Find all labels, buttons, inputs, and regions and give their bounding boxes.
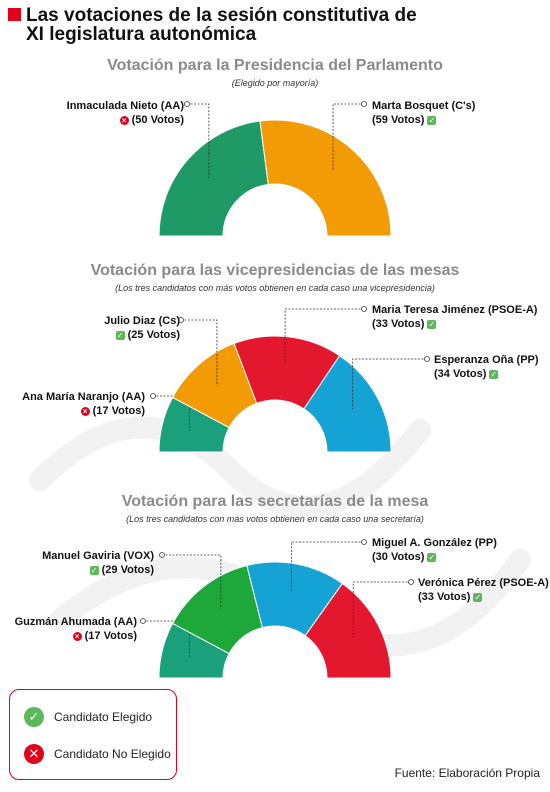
label-julio-diaz: Julio Diaz (Cs) ✓ (25 Votos): [104, 314, 180, 342]
chart-2-leader-3: [284, 308, 364, 365]
elected-icon: ✓: [89, 565, 99, 575]
legend-item-elected: ✓ Candidato Elegido: [24, 707, 152, 727]
candidate-name: Manuel Gaviria (VOX): [42, 550, 154, 562]
elected-icon: ✓: [489, 369, 499, 379]
chart-2-title: Votación para las vicepresidencias de la…: [90, 262, 460, 279]
chart-1-subtitle: (Elegido por mayoría): [231, 78, 319, 88]
chart-1-leader-dot-1: [184, 101, 190, 107]
not-elected-icon: ×: [119, 115, 129, 125]
elected-icon: ✓: [473, 592, 483, 602]
candidate-votes: (17 Votos): [84, 630, 137, 642]
label-veronica-perez: Verónica Pérez (PSOE-A) (33 Votos) ✓: [418, 576, 549, 604]
not-elected-icon: ×: [72, 631, 82, 641]
candidate-name: Verónica Pérez (PSOE-A): [418, 577, 549, 589]
title-line-1: Las votaciones de la sesión constitutiva…: [26, 5, 417, 26]
chart-2-leader-2: [181, 319, 218, 386]
chart-1-leader-1: [187, 103, 210, 178]
source-note: Fuente: Elaboración Propia: [394, 766, 540, 780]
candidate-votes: (17 Votos): [92, 405, 145, 417]
legend-elected-label: Candidato Elegido: [54, 710, 153, 724]
candidate-name: Esperanza Oña (PP): [434, 354, 539, 366]
chart-3-slice-4: [304, 582, 392, 679]
chart-3-leader-3: [290, 541, 364, 592]
candidate-name: Ana María Naranjo (AA): [22, 391, 145, 403]
chart-1-slice-1: [158, 120, 269, 237]
candidate-votes: (33 Votos): [372, 318, 425, 330]
chart-2-leader-4: [352, 358, 427, 411]
legend: ✓ Candidato Elegido ✕ Candidato No Elegi…: [9, 689, 177, 780]
label-maria-teresa-jimenez: Maria Teresa Jiménez (PSOE-A) (33 Votos)…: [372, 303, 537, 331]
label-inmaculada-nieto: Inmaculada Nieto (AA) × (50 Votos): [67, 99, 184, 127]
legend-item-not-elected: ✕ Candidato No Elegido: [24, 744, 171, 764]
label-miguel-gonzalez: Miguel A. González (PP) (30 Votos) ✓: [372, 536, 497, 564]
chart-2-leader-dot-3: [361, 306, 367, 312]
chart-1-title: Votación para la Presidencia del Parlame…: [107, 57, 443, 74]
candidate-name: Miguel A. González (PP): [372, 537, 497, 549]
label-marta-bosquet: Marta Bosquet (C's) (59 Votos) ✓: [372, 99, 475, 127]
chart-3-leader-4: [352, 581, 411, 638]
chart-2-leader-dot-1: [150, 393, 156, 399]
candidate-name: Inmaculada Nieto (AA): [66, 100, 184, 112]
chart-3-leader-dot-2: [159, 552, 165, 558]
label-guzman-ahumada: Guzmán Ahumada (AA) × (17 Votos): [15, 615, 137, 643]
chart-1-slice-2: [259, 119, 392, 237]
elected-icon: ✓: [115, 330, 125, 340]
cross-icon: ✕: [24, 744, 44, 764]
candidate-votes: (30 Votos): [372, 551, 425, 563]
label-manuel-gaviria: Manuel Gaviria (VOX) ✓ (29 Votos): [42, 549, 154, 577]
chart-1-leader-2: [332, 103, 364, 170]
chart-2-subtitle: (Los tres candidatos con más votos obtie…: [115, 283, 435, 293]
chart-1-leader-dot-2: [361, 101, 367, 107]
elected-icon: ✓: [427, 552, 437, 562]
check-icon: ✓: [24, 707, 44, 727]
chart-2-leader-dot-2: [178, 317, 184, 323]
elected-icon: ✓: [427, 319, 437, 329]
chart-3-title: Votación para las secretarías de la mesa: [121, 493, 429, 510]
title-marker: [8, 8, 21, 21]
chart-3-leader-dot-1: [140, 618, 146, 624]
title-line-2: XI legislatura autonómica: [26, 24, 257, 45]
candidate-name: Julio Diaz (Cs): [104, 315, 180, 327]
chart-3-leader-dot-4: [408, 579, 414, 585]
chart-3-subtitle: (Los tres candidatos con más votos obtie…: [126, 514, 424, 524]
elected-icon: ✓: [427, 115, 437, 125]
candidate-name: Guzmán Ahumada (AA): [14, 616, 137, 628]
candidate-votes: (59 Votos): [372, 114, 425, 126]
label-ana-maria-naranjo: Ana María Naranjo (AA) × (17 Votos): [22, 390, 145, 418]
label-esperanza-ona: Esperanza Oña (PP) (34 Votos) ✓: [434, 353, 539, 381]
candidate-votes: (50 Votos): [131, 114, 184, 126]
candidate-votes: (29 Votos): [101, 564, 154, 576]
not-elected-icon: ×: [80, 406, 90, 416]
candidate-name: Marta Bosquet (C's): [372, 100, 476, 112]
candidate-name: Maria Teresa Jiménez (PSOE-A): [372, 304, 538, 316]
chart-2-slice-4: [303, 354, 392, 453]
legend-not-elected-label: Candidato No Elegido: [54, 747, 171, 761]
chart-3-leader-2: [162, 554, 222, 609]
candidate-votes: (25 Votos): [127, 329, 180, 341]
candidate-votes: (34 Votos): [434, 368, 487, 380]
chart-3-leader-dot-3: [361, 539, 367, 545]
candidate-votes: (33 Votos): [418, 591, 471, 603]
chart-2-leader-dot-4: [424, 356, 430, 362]
page-title: Las votaciones de la sesión constitutiva…: [8, 6, 428, 44]
